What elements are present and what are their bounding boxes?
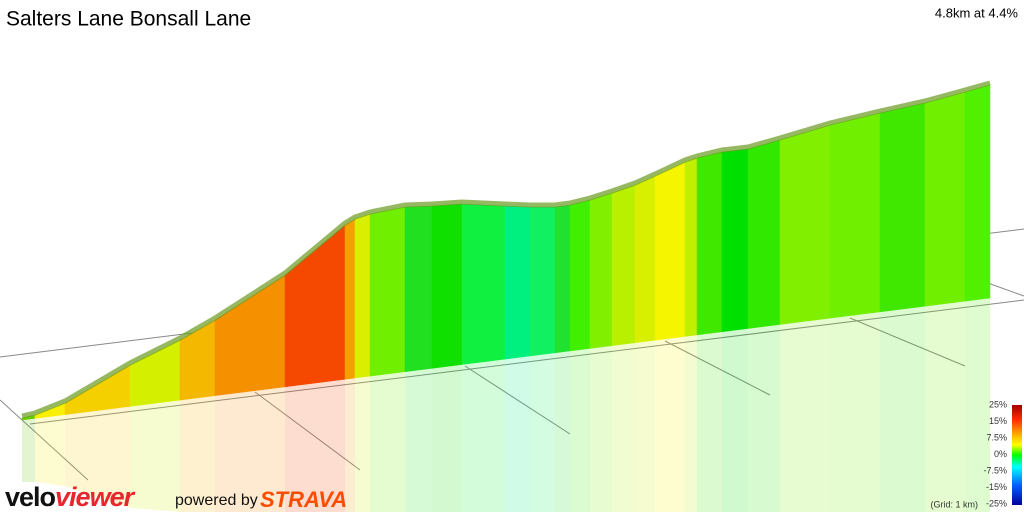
profile-strip (344, 218, 356, 380)
profile-strip (924, 91, 966, 307)
profile-strip (589, 192, 613, 349)
legend-label: 25% (989, 399, 1007, 409)
logo-second: viewer (55, 482, 136, 512)
profile-strip (654, 161, 686, 341)
reflection-strip (215, 386, 285, 512)
profile-strip (369, 206, 406, 377)
reflection-strip (345, 378, 355, 512)
grid-line (254, 391, 361, 471)
profile-strip (721, 148, 749, 333)
profile-strip (611, 184, 636, 346)
profile-strip (829, 112, 881, 319)
logo: veloviewer (5, 482, 136, 512)
profile-strip (64, 364, 131, 415)
reflection-strip (590, 345, 612, 512)
reflection-strip (748, 324, 780, 512)
profile-strips (21, 80, 991, 421)
legend: 25% 15% 7.5% 0% -7.5% -15% -25% (983, 399, 1007, 508)
reflection-strip (180, 395, 215, 512)
legend-label: 0% (994, 449, 1007, 459)
reflection-strip (462, 359, 505, 512)
reflection-strip (405, 368, 432, 512)
profile-strip (879, 102, 926, 313)
reflection-strip (880, 306, 925, 512)
reflection-strip (635, 340, 655, 512)
powered-by: powered by (175, 492, 258, 509)
grid-line (464, 365, 571, 435)
reflection-strip (370, 371, 405, 512)
grid-line (984, 281, 1024, 297)
reflection-strip (655, 336, 685, 512)
profile-strip (554, 204, 571, 354)
summary: 4.8km at 4.4% (935, 5, 1019, 20)
legend-label: 15% (989, 416, 1007, 426)
profile-strip (461, 203, 506, 365)
reflection-strip (505, 355, 530, 512)
title: Salters Lane Bonsall Lane (6, 8, 251, 31)
reflection-strip (685, 334, 697, 512)
grid-line (0, 399, 89, 481)
reflection-strip (65, 406, 130, 508)
legend-label: -15% (986, 482, 1007, 492)
grid-line (849, 317, 966, 367)
reflection-strip (285, 379, 345, 512)
profile-strip (634, 175, 656, 344)
profile-strip (964, 84, 991, 302)
profile-strip (747, 139, 781, 329)
legend-bar (1012, 405, 1022, 505)
legend-label: -7.5% (983, 465, 1007, 475)
reflection-strip (130, 400, 180, 512)
partner-logo: STRAVA (260, 487, 347, 512)
grid-note: (Grid: 1 km) (930, 499, 978, 509)
logo-first: velo (5, 482, 56, 512)
profile-strip (504, 205, 531, 360)
profile-strip (404, 205, 433, 373)
profile-strip (779, 124, 831, 325)
legend-label: 7.5% (986, 432, 1007, 442)
reflection-strip (555, 350, 570, 512)
profile-strip (684, 157, 698, 337)
profile-strip (431, 203, 463, 369)
grid-line (664, 340, 771, 396)
reflection-strip (780, 318, 830, 512)
reflection-strip (35, 414, 65, 487)
grid-line (29, 299, 1024, 425)
reflection-strip (722, 328, 748, 512)
profile-strip (529, 206, 556, 357)
reflection-strip (22, 418, 35, 482)
profile-strip (179, 319, 216, 401)
profile-strip (569, 199, 591, 352)
reflection (22, 298, 990, 512)
profile-strip (354, 213, 371, 379)
reflection-strip (355, 376, 370, 512)
reflection-strip (432, 364, 462, 512)
reflection-strip (530, 352, 555, 512)
reflection-strip (570, 348, 590, 512)
reflection-strip (830, 311, 880, 512)
reflection-strip (697, 331, 722, 512)
profile-strip (696, 151, 723, 336)
profile-edge (21, 80, 991, 419)
reflection-strip (925, 301, 965, 512)
legend-label: -25% (986, 498, 1007, 508)
reflection-strip (612, 342, 635, 512)
reflection-strip (965, 298, 990, 512)
